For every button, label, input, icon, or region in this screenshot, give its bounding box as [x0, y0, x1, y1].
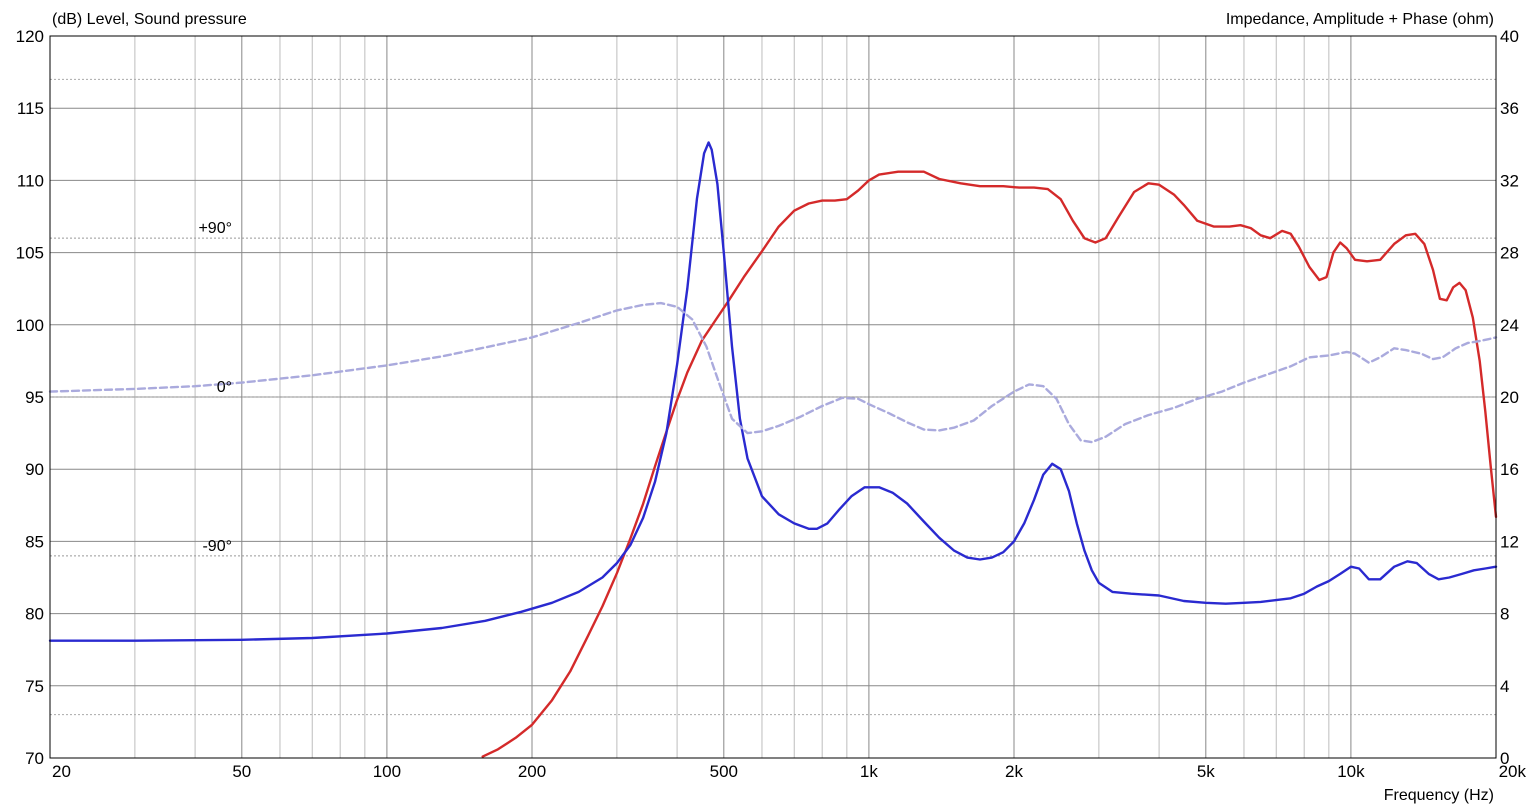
- y-tick-label: 90: [25, 460, 44, 479]
- grid: [50, 36, 1496, 758]
- y2-tick-label: 36: [1500, 99, 1519, 118]
- plot-frame: [49, 35, 1497, 759]
- phase-label: 0°: [217, 379, 232, 396]
- y2-tick-label: 8: [1500, 605, 1509, 624]
- x-tick-label: 2k: [1005, 762, 1023, 781]
- y2-tick-label: 32: [1500, 171, 1519, 190]
- y2-tick-label: 4: [1500, 677, 1509, 696]
- y2-tick-label: 40: [1500, 27, 1519, 46]
- phase-curve: [48, 301, 1498, 444]
- impedance-curve: [48, 141, 1498, 642]
- y-tick-label: 105: [16, 244, 44, 263]
- y2-tick-label: 20: [1500, 388, 1519, 407]
- y2-tick-label: 28: [1500, 244, 1519, 263]
- y-tick-label: 100: [16, 316, 44, 335]
- y-tick-label: 110: [17, 171, 44, 190]
- series-lines: [48, 141, 1498, 758]
- x-tick-label: 100: [373, 762, 401, 781]
- y-tick-label: 115: [17, 99, 44, 118]
- left-axis-title: (dB) Level, Sound pressure: [52, 11, 247, 28]
- y-tick-label: 80: [25, 605, 44, 624]
- phase-label: -90°: [202, 538, 232, 555]
- spl-curve: [481, 170, 1498, 758]
- y-tick-label: 95: [25, 388, 44, 407]
- y-tick-label: 85: [25, 532, 44, 551]
- x-tick-label: 500: [710, 762, 738, 781]
- x-tick-label: 50: [232, 762, 251, 781]
- x-tick-label: 1k: [860, 762, 878, 781]
- axis-labels: 1201151101051009590858075704036322824201…: [16, 27, 1527, 781]
- y-tick-label: 120: [16, 27, 44, 46]
- x-tick-label: 20k: [1499, 762, 1527, 781]
- y-tick-label: 75: [25, 677, 44, 696]
- y2-tick-label: 12: [1500, 532, 1519, 551]
- y2-tick-label: 0: [1500, 749, 1509, 768]
- right-axis-title: Impedance, Amplitude + Phase (ohm): [1226, 11, 1494, 28]
- x-axis-title: Frequency (Hz): [1384, 787, 1494, 804]
- y2-tick-label: 24: [1500, 316, 1519, 335]
- phase-label: +90°: [198, 220, 232, 237]
- x-tick-label: 200: [518, 762, 546, 781]
- y2-tick-label: 16: [1500, 460, 1519, 479]
- x-tick-label: 20: [52, 762, 71, 781]
- x-tick-label: 5k: [1197, 762, 1215, 781]
- x-tick-label: 10k: [1337, 762, 1365, 781]
- y-tick-label: 70: [25, 749, 44, 768]
